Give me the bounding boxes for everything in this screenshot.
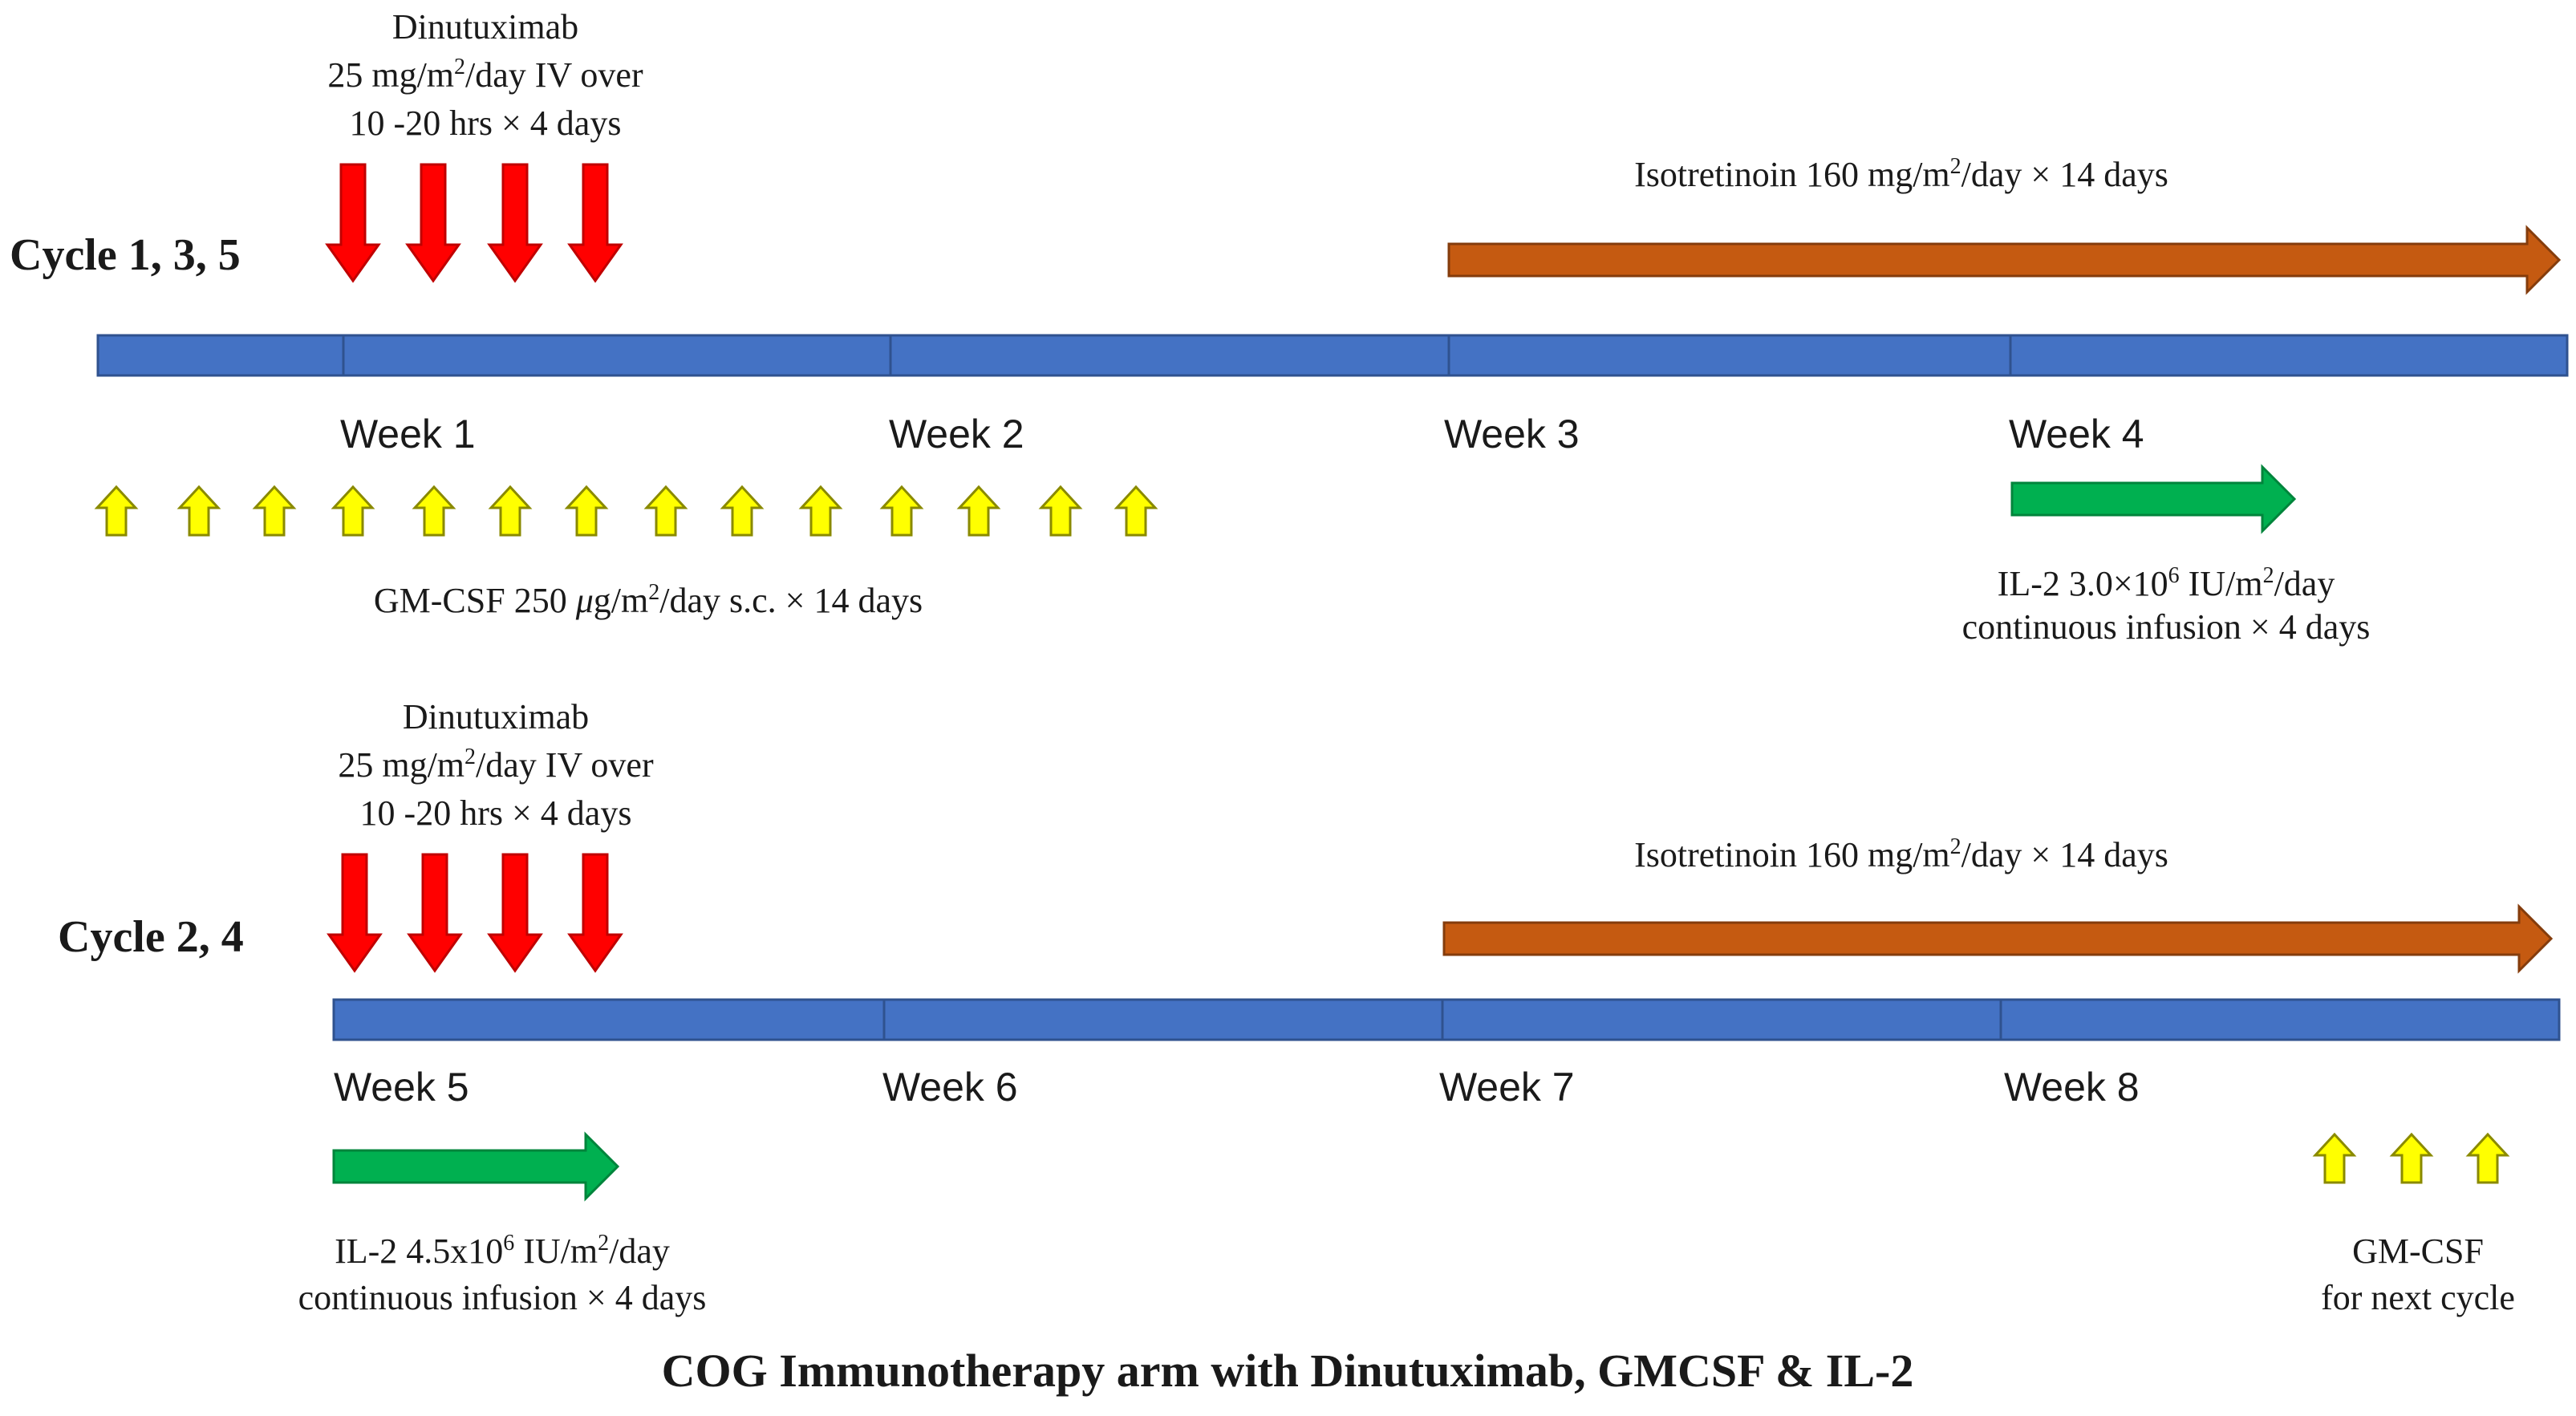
cycle-b-gmcsf-next-line2: for next cycle — [2321, 1278, 2515, 1317]
cycle-a-isotretinoin-arrow — [1447, 225, 2562, 295]
dinutuximab-arrow — [567, 163, 623, 283]
dinutuximab-arrow — [325, 163, 381, 283]
dinutuximab-arrow — [487, 853, 543, 973]
gmcsf-dose-arrow — [643, 485, 688, 537]
timeline-segment — [96, 334, 345, 377]
gmcsf-dose-arrow — [252, 485, 297, 537]
timeline-segment — [1999, 998, 2561, 1041]
gmcsf-dose-arrow — [1114, 485, 1158, 537]
dinutuximab-arrow — [407, 853, 463, 973]
cycle-a-gmcsf-label: GM-CSF 250 μg/m2/day s.c. × 14 days — [374, 580, 923, 620]
cycle-b-timeline-bar — [332, 998, 2561, 1041]
gmcsf-dose-arrow — [2312, 1132, 2357, 1184]
cycle-b-dinutuximab-dose: 25 mg/m2/day IV over — [338, 745, 654, 785]
gmcsf-dose-arrow — [2389, 1132, 2434, 1184]
cycle-a-label: Cycle 1, 3, 5 — [10, 230, 241, 280]
cycle-b-group: Cycle 2, 4 Dinutuximab 25 mg/m2/day IV o… — [58, 697, 2561, 1317]
gmcsf-dose-arrow — [720, 485, 765, 537]
timeline-segment — [2009, 334, 2569, 377]
diagram-title: COG Immunotherapy arm with Dinutuximab, … — [662, 1345, 1914, 1397]
gmcsf-dose-arrow — [488, 485, 533, 537]
week-3-label: Week 3 — [1444, 412, 1580, 456]
week-2-label: Week 2 — [889, 412, 1024, 456]
cycle-a-dinutuximab-arrows — [325, 163, 623, 283]
cycle-b-gmcsf-next-line1: GM-CSF — [2352, 1231, 2484, 1271]
week-1-label: Week 1 — [340, 412, 476, 456]
cycle-a-gmcsf-arrows — [94, 485, 1158, 537]
gmcsf-dose-arrow — [176, 485, 221, 537]
cycle-a-timeline-bar — [96, 334, 2569, 377]
week-8-label: Week 8 — [2004, 1065, 2140, 1110]
gmcsf-dose-arrow — [412, 485, 456, 537]
cycle-b-dinutuximab-duration: 10 -20 hrs × 4 days — [360, 793, 632, 833]
dinutuximab-arrow — [487, 163, 543, 283]
gmcsf-dose-arrow — [564, 485, 609, 537]
gmcsf-dose-arrow — [331, 485, 375, 537]
gmcsf-dose-arrow — [1038, 485, 1083, 537]
gmcsf-dose-arrow — [956, 485, 1001, 537]
cycle-a-dinutuximab-dose: 25 mg/m2/day IV over — [327, 55, 643, 95]
timeline-segment — [1447, 334, 2012, 377]
gmcsf-dose-arrow — [879, 485, 924, 537]
cycle-b-dinutuximab-name: Dinutuximab — [403, 697, 589, 736]
cycle-a-il2-arrow — [2010, 464, 2297, 534]
week-7-label: Week 7 — [1439, 1065, 1575, 1110]
timeline-segment — [332, 998, 886, 1041]
gmcsf-dose-arrow — [94, 485, 139, 537]
timeline-segment — [889, 334, 1450, 377]
dinutuximab-arrow — [327, 853, 383, 973]
week-4-label: Week 4 — [2009, 412, 2144, 456]
dinutuximab-arrow — [567, 853, 623, 973]
cycle-b-il2-label: IL-2 4.5x106 IU/m2/day — [335, 1231, 670, 1271]
cycle-a-isotretinoin-label: Isotretinoin 160 mg/m2/day × 14 days — [1634, 154, 2168, 194]
cycle-a-group: Cycle 1, 3, 5 Dinutuximab 25 mg/m2/day I… — [10, 7, 2569, 647]
cycle-a-il2-infusion: continuous infusion × 4 days — [1962, 607, 2371, 647]
timeline-segment — [882, 998, 1444, 1041]
gmcsf-dose-arrow — [2465, 1132, 2510, 1184]
cycle-a-dinutuximab-name: Dinutuximab — [392, 7, 578, 47]
timeline-segment — [1441, 998, 2002, 1041]
cycle-b-isotretinoin-arrow — [1442, 903, 2554, 974]
cycle-a-dinutuximab-duration: 10 -20 hrs × 4 days — [350, 103, 622, 143]
cycle-b-il2-infusion: continuous infusion × 4 days — [298, 1278, 707, 1317]
cycle-b-label: Cycle 2, 4 — [58, 912, 244, 962]
cycle-b-gmcsf-arrows — [2312, 1132, 2510, 1184]
week-5-label: Week 5 — [334, 1065, 469, 1110]
cycle-b-dinutuximab-arrows — [327, 853, 623, 973]
cycle-b-isotretinoin-label: Isotretinoin 160 mg/m2/day × 14 days — [1634, 834, 2168, 874]
cycle-b-il2-arrow — [332, 1131, 620, 1202]
cycle-a-il2-label: IL-2 3.0×106 IU/m2/day — [1998, 563, 2335, 603]
timeline-segment — [342, 334, 892, 377]
week-6-label: Week 6 — [882, 1065, 1018, 1110]
dinutuximab-arrow — [405, 163, 461, 283]
gmcsf-dose-arrow — [798, 485, 843, 537]
